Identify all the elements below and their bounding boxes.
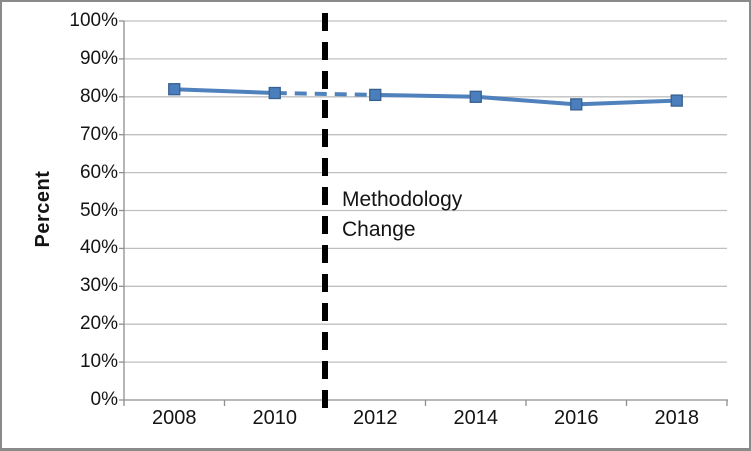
data-point-2018: [670, 94, 683, 107]
data-point-2016: [570, 98, 583, 111]
series-line-solid: [375, 92, 677, 107]
data-point-2008: [168, 83, 181, 96]
series-line-dashed: [274, 91, 376, 97]
data-point-2014: [469, 90, 482, 103]
series-line-solid: [174, 87, 275, 96]
data-point-2010: [268, 86, 281, 100]
data-point-2012: [369, 88, 382, 102]
